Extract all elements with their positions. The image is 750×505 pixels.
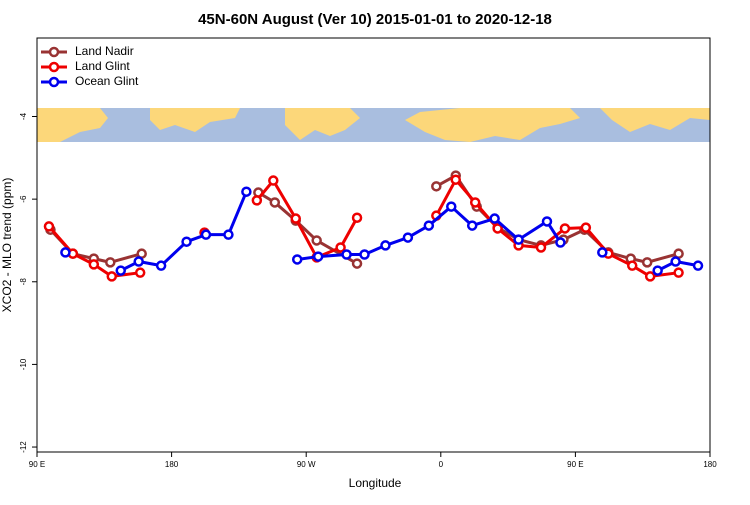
data-point	[105, 257, 116, 268]
data-point	[450, 174, 462, 185]
data-point	[134, 267, 146, 278]
data-point	[641, 257, 653, 268]
chart-title: 45N-60N August (Ver 10) 2015-01-01 to 20…	[198, 11, 552, 28]
y-tick-label: -4	[19, 112, 28, 120]
data-point	[670, 256, 681, 267]
data-point	[223, 229, 234, 240]
data-point	[359, 249, 370, 260]
legend-label: Land Glint	[75, 59, 130, 73]
x-axis-label: Longitude	[349, 476, 402, 490]
data-point	[241, 186, 252, 197]
data-point	[469, 197, 481, 208]
x-tick-label: 180	[703, 460, 717, 469]
data-point	[351, 258, 363, 269]
plot-frame	[36, 37, 711, 453]
legend-swatch-marker	[48, 46, 60, 58]
y-tick-label: -10	[19, 358, 28, 370]
y-axis-label: XCO2 - MLO trend (ppm)	[0, 178, 14, 313]
data-point	[312, 251, 324, 262]
data-point	[446, 201, 457, 212]
data-point	[535, 242, 547, 253]
data-point	[106, 271, 118, 282]
data-point	[200, 229, 212, 240]
data-point	[652, 265, 663, 276]
data-point	[513, 234, 524, 245]
data-point	[133, 256, 144, 267]
data-point	[597, 247, 608, 258]
data-point	[181, 236, 192, 247]
data-point	[692, 260, 704, 271]
legend-label: Ocean Glint	[75, 74, 139, 88]
x-tick-label: 180	[165, 460, 179, 469]
data-point	[335, 242, 346, 253]
y-tick-label: -6	[19, 195, 28, 203]
legend-swatch-marker	[48, 76, 60, 88]
x-tick-label: 90 E	[29, 460, 45, 469]
x-tick-label: 0	[439, 460, 444, 469]
data-point	[489, 213, 500, 224]
y-tick-label: -8	[19, 278, 28, 286]
data-point	[88, 259, 100, 270]
data-point	[626, 260, 638, 271]
data-point	[311, 235, 322, 246]
data-point	[268, 175, 279, 186]
data-point	[341, 249, 352, 260]
data-point	[555, 237, 566, 248]
data-point	[423, 220, 435, 231]
data-point	[60, 247, 71, 258]
data-point	[291, 254, 303, 265]
legend-label: Land Nadir	[75, 44, 134, 58]
data-point	[466, 220, 478, 231]
data-point	[155, 260, 167, 271]
x-tick-label: 90 E	[567, 460, 583, 469]
data-point	[351, 212, 363, 223]
x-tick-label: 90 W	[297, 460, 316, 469]
data-point	[290, 213, 301, 224]
data-point	[43, 221, 55, 232]
data-point	[644, 271, 656, 282]
data-point	[402, 232, 414, 243]
map-strip	[37, 108, 710, 142]
data-point	[431, 181, 442, 192]
data-point	[580, 222, 592, 233]
data-point	[380, 240, 391, 251]
data-point	[251, 195, 263, 206]
data-point	[673, 267, 684, 278]
y-tick-label: -12	[19, 441, 28, 453]
data-point	[115, 265, 127, 276]
data-point	[541, 216, 553, 227]
data-point	[492, 223, 503, 234]
data-point	[559, 223, 571, 234]
data-point	[269, 197, 281, 208]
legend-swatch-marker	[48, 61, 60, 73]
